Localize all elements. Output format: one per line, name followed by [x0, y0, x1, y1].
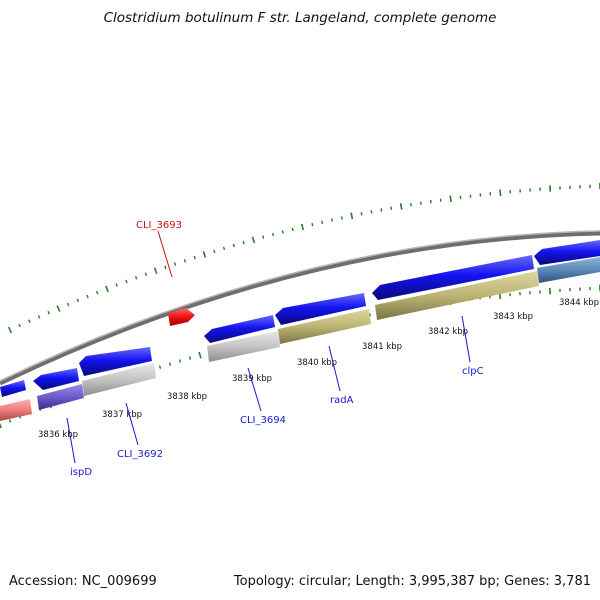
major-tick — [202, 251, 207, 258]
minor-tick — [311, 222, 314, 227]
minor-tick — [380, 208, 383, 212]
genome-summary-text: Topology: circular; Length: 3,995,387 bp… — [233, 574, 591, 589]
minor-tick — [188, 356, 192, 360]
feature-track-reverse — [0, 240, 600, 397]
tick-label: 3841 kbp — [362, 342, 402, 352]
minor-tick — [360, 212, 363, 216]
major-tick — [350, 212, 354, 220]
gene-block-steel[interactable] — [537, 257, 600, 283]
minor-tick — [125, 279, 128, 284]
gene-block-olive[interactable] — [278, 309, 371, 344]
minor-tick — [18, 323, 21, 328]
minor-tick — [213, 249, 216, 254]
minor-tick — [178, 359, 182, 363]
minor-tick — [66, 302, 70, 307]
minor-tick — [340, 216, 343, 220]
gene-label-ispd[interactable]: ispD — [70, 467, 92, 478]
major-tick — [0, 422, 2, 429]
minor-tick — [410, 203, 412, 207]
minor-tick — [47, 310, 50, 315]
major-tick — [399, 203, 403, 210]
minor-tick — [459, 195, 462, 200]
minor-tick — [144, 272, 148, 276]
minor-tick — [164, 265, 167, 270]
minor-tick — [291, 227, 294, 232]
major-tick — [7, 326, 13, 334]
tick-label: 3840 kbp — [297, 358, 337, 368]
minor-tick — [86, 294, 89, 299]
major-tick — [105, 285, 109, 293]
minor-tick — [370, 210, 373, 214]
gene-block-olive[interactable] — [375, 271, 539, 320]
gene-arrow[interactable] — [204, 315, 275, 343]
minor-tick — [115, 283, 118, 287]
tick-labels: 3836 kbp 3837 kbp 3838 kbp 3839 kbp 3840… — [38, 298, 599, 440]
major-tick — [198, 351, 202, 359]
tick-label: 3836 kbp — [38, 430, 78, 440]
gene-labels: CLI_3693 ispD CLI_3692 CLI_3694 radA clp… — [70, 220, 484, 478]
gene-block-purple[interactable] — [37, 384, 84, 410]
gene-label-cli-3693[interactable]: CLI_3693 — [136, 220, 182, 231]
minor-tick — [28, 319, 31, 323]
minor-tick — [76, 298, 80, 303]
tick-label: 3838 kbp — [167, 392, 207, 402]
major-tick — [300, 223, 305, 231]
minor-tick — [158, 365, 162, 369]
gene-label-rada[interactable]: radA — [330, 395, 354, 406]
tick-label: 3844 kbp — [559, 298, 599, 308]
tick-label: 3842 kbp — [428, 327, 468, 337]
outer-tick-track — [7, 182, 600, 334]
minor-tick — [134, 276, 138, 280]
gene-arrow[interactable] — [275, 293, 366, 325]
gene-arrow[interactable] — [372, 255, 534, 300]
major-tick — [449, 195, 452, 203]
tick-label: 3837 kbp — [102, 410, 142, 420]
major-tick — [251, 236, 256, 244]
genome-backbone — [0, 230, 600, 386]
gene-block-gray[interactable] — [82, 363, 156, 396]
minor-tick — [232, 243, 235, 248]
minor-tick — [242, 240, 245, 245]
gene-arrow[interactable] — [33, 368, 79, 390]
gene-arrow[interactable] — [79, 347, 152, 376]
minor-tick — [8, 419, 12, 423]
tick-label: 3839 kbp — [232, 374, 272, 384]
gene-block-pink[interactable] — [0, 399, 32, 421]
minor-tick — [331, 218, 334, 222]
minor-tick — [419, 201, 422, 205]
minor-tick — [95, 290, 99, 295]
gene-arrow-cli-3693[interactable] — [168, 308, 195, 326]
minor-tick — [183, 258, 187, 263]
minor-tick — [369, 313, 371, 317]
minor-tick — [281, 230, 284, 234]
label-leaders — [66, 230, 471, 464]
gene-label-cli-3694[interactable]: CLI_3694 — [240, 415, 286, 426]
major-tick — [153, 267, 158, 275]
minor-tick — [173, 262, 177, 266]
minor-tick — [168, 362, 172, 366]
minor-tick — [222, 246, 226, 251]
gene-block-gray[interactable] — [207, 331, 280, 362]
minor-tick — [37, 315, 41, 319]
map-title: Clostridium botulinum F str. Langeland, … — [103, 10, 497, 26]
gene-label-clpc[interactable]: clpC — [462, 366, 484, 377]
accession-text: Accession: NC_009699 — [9, 574, 157, 589]
major-tick — [56, 305, 61, 312]
minor-tick — [193, 255, 196, 260]
gene-arrow[interactable] — [534, 240, 600, 265]
gene-label-cli-3692[interactable]: CLI_3692 — [117, 449, 163, 460]
tick-label: 3843 kbp — [493, 312, 533, 322]
minor-tick — [321, 220, 324, 225]
minor-tick — [390, 206, 393, 210]
minor-tick — [271, 232, 275, 237]
gene-arrow[interactable] — [0, 380, 26, 397]
minor-tick — [262, 235, 265, 239]
feature-track-lower — [0, 257, 600, 421]
major-tick — [499, 189, 502, 197]
